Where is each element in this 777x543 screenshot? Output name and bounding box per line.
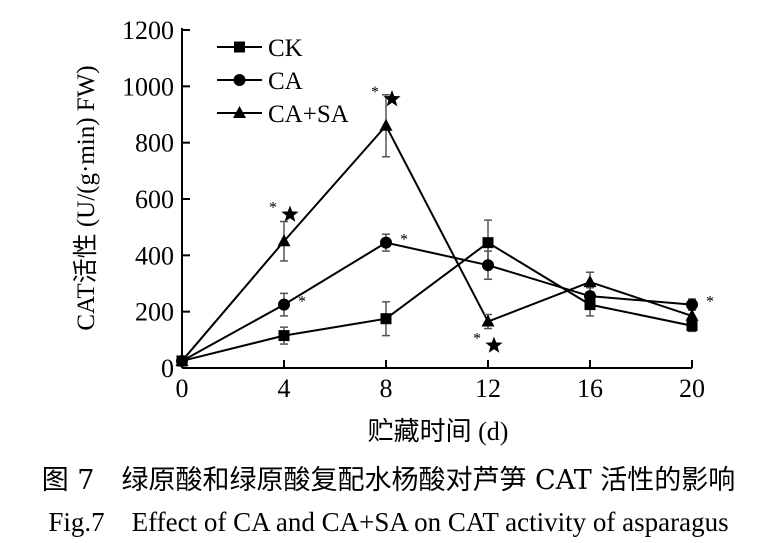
error-bars <box>280 94 696 345</box>
figure-caption-cn: 图 7 绿原酸和绿原酸复配水杨酸对芦笋 CAT 活性的影响 <box>41 465 736 496</box>
y-tick-label: 200 <box>135 298 174 327</box>
series-line-ck <box>181 241 693 362</box>
ca-sa-marker <box>379 118 393 131</box>
asterisk-annotation: * <box>400 232 408 249</box>
ca-marker <box>482 259 494 272</box>
significance-annotations: * * * * * * <box>269 84 714 353</box>
star-annotation <box>485 336 503 353</box>
y-tick-label: 800 <box>135 129 174 158</box>
ca-sa-marker <box>583 275 597 288</box>
ca-marker <box>686 298 698 311</box>
legend-label: CA+SA <box>268 101 349 128</box>
ca-sa-marker <box>277 234 291 247</box>
star-annotation <box>281 205 299 222</box>
x-tick-label: 20 <box>679 374 705 403</box>
star-annotation <box>383 90 401 107</box>
ca-marker <box>584 290 596 303</box>
line-chart: 0 200 400 600 800 1000 1200 0 4 8 12 16 20 * * * * * * CK… <box>72 16 714 446</box>
y-tick-label: 0 <box>161 354 174 383</box>
ck-marker <box>380 313 392 325</box>
ca-sa-marker <box>685 308 699 321</box>
legend-label: CK <box>268 35 303 62</box>
ck-marker <box>584 299 596 311</box>
series-markers <box>175 118 699 367</box>
series-lines <box>181 124 693 362</box>
ck-marker <box>482 237 494 249</box>
asterisk-annotation: * <box>298 294 306 311</box>
ca-marker <box>233 74 246 86</box>
ck-marker <box>686 320 698 332</box>
x-tick-label: 12 <box>475 374 501 403</box>
asterisk-annotation: * <box>371 84 379 101</box>
ca-sa-marker <box>175 353 189 366</box>
y-tick-label: 1200 <box>122 16 174 45</box>
ck-marker <box>234 41 245 53</box>
ck-marker <box>278 330 290 342</box>
ca-marker <box>278 298 290 311</box>
x-tick-label: 16 <box>577 374 603 403</box>
series-line-ca <box>181 241 693 362</box>
x-tick-label: 0 <box>176 374 189 403</box>
y-tick-label: 600 <box>135 185 174 214</box>
x-tick-label: 8 <box>380 374 393 403</box>
figure-caption-en: Fig.7 Effect of CA and CA+SA on CAT acti… <box>48 507 729 537</box>
axes: 0 200 400 600 800 1000 1200 0 4 8 12 16 20 <box>122 16 705 403</box>
y-tick-label: 400 <box>135 241 174 270</box>
ca-sa-marker <box>233 106 246 118</box>
y-tick-label: 1000 <box>122 72 174 101</box>
asterisk-annotation: * <box>269 199 277 216</box>
x-tick-label: 4 <box>278 374 291 403</box>
legend: CK CA CA+SA <box>217 35 349 128</box>
y-axis-label: CAT活性 (U/(g·min) FW) <box>72 65 100 330</box>
asterisk-annotation: * <box>706 294 714 311</box>
ca-sa-marker <box>481 314 495 327</box>
ca-marker <box>380 236 392 249</box>
x-axis-label: 贮藏时间 (d) <box>368 417 509 446</box>
legend-label: CA <box>268 68 303 95</box>
asterisk-annotation: * <box>473 330 481 347</box>
series-line-ca-sa <box>181 124 693 362</box>
